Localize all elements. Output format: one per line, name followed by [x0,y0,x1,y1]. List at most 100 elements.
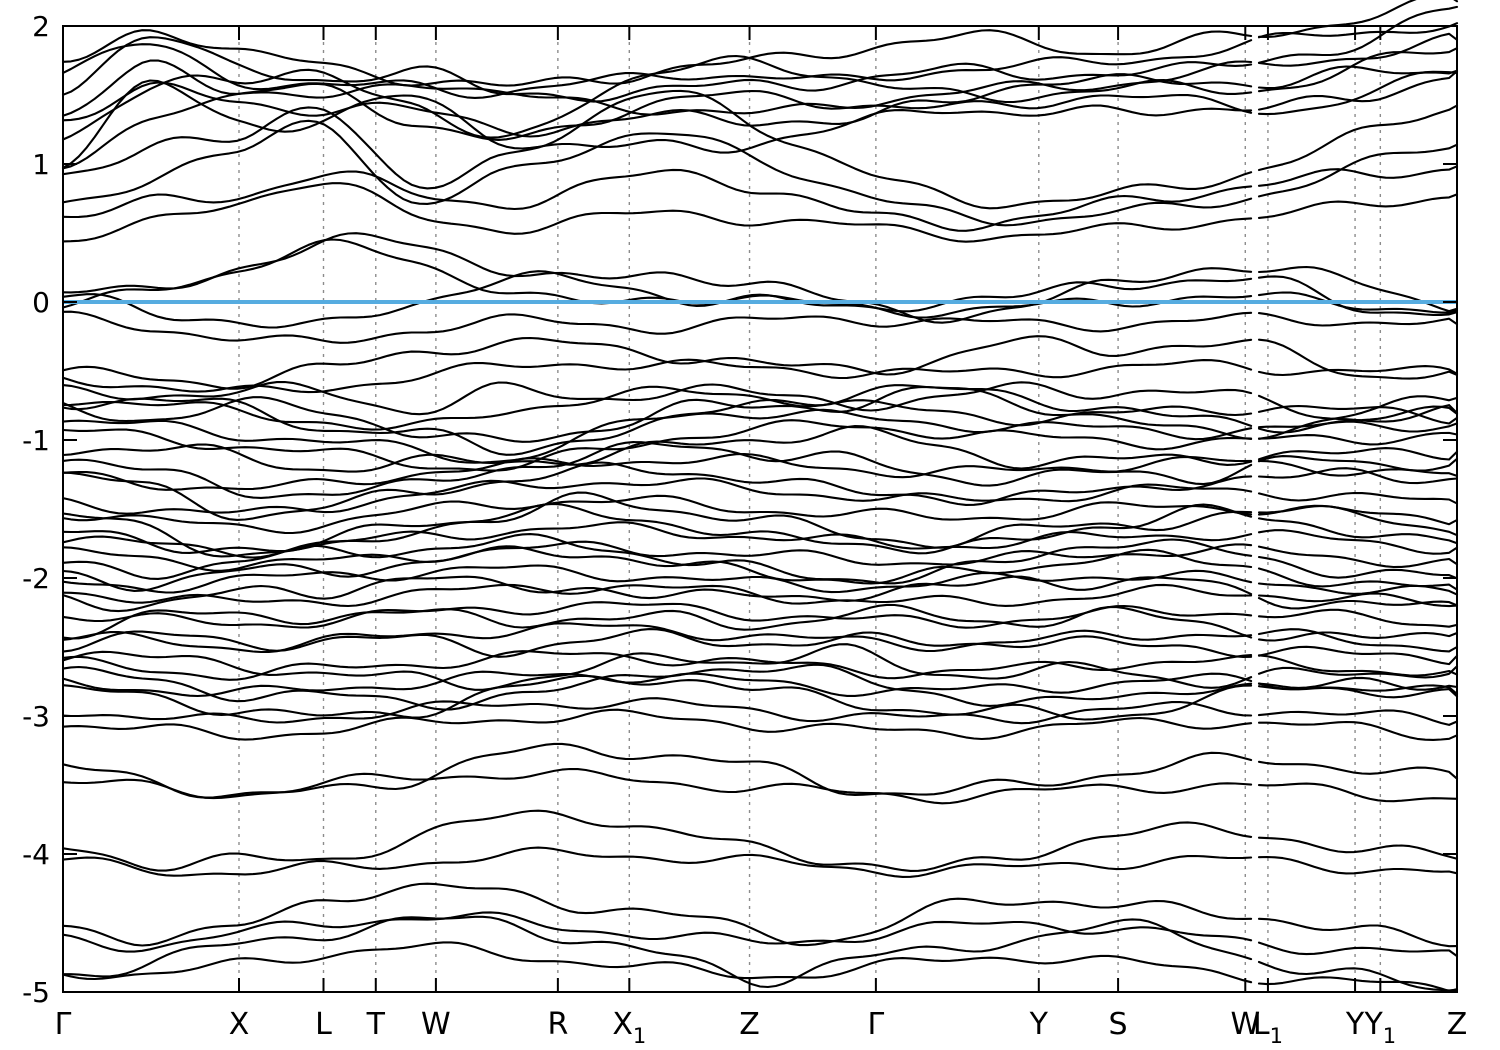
band-curve [1257,665,1459,679]
band-curve [61,270,1253,329]
band-curve [61,385,1253,443]
band-curve [1257,836,1459,860]
band-curve [1257,275,1459,316]
band-curve [1257,645,1459,666]
band-curve [1257,291,1459,314]
band-curve [1257,312,1459,327]
band-curve [61,708,1253,741]
band-curve [61,452,1253,491]
band-curve [1257,597,1459,610]
band-curve [1257,365,1459,377]
band-curve [61,533,1253,585]
xtick-label-W: W [421,1007,451,1042]
ytick-label: -5 [22,976,50,1009]
band-curve [1257,32,1459,67]
band-curve [61,882,1253,947]
band-curve [61,742,1253,799]
band-curve [61,521,1253,559]
band-curve [1257,504,1459,537]
band-curve [1257,855,1459,875]
band-curve [1257,631,1459,642]
tick-labels-group: 210-1-2-3-4-5Γ X L T W R X1 Z Γ Y S WL1 Y Y1 Z [22,10,1467,1048]
xtick-label-W: W [1230,1007,1260,1042]
xtick-label-R: R [547,1007,568,1042]
band-curve [61,603,1253,640]
band-curve [1257,420,1459,433]
band-curve [1257,917,1459,948]
band-curve [61,494,1253,535]
band-curve [61,809,1253,872]
xtick-label-Z: Z [739,1007,760,1042]
band-curve [61,941,1253,984]
band-curve [1257,491,1459,505]
band-curve [61,583,1253,608]
band-curve [1257,608,1459,628]
band-curve [61,441,1253,499]
xtick-label-Z: Z [1447,1007,1468,1042]
band-curve [1257,555,1459,580]
band-curve [1257,628,1459,653]
band-curve [1257,529,1459,555]
band-curve [1257,709,1459,726]
band-curve [61,425,1253,473]
xtick-label-T: T [366,1007,386,1042]
ytick-label: -1 [22,424,50,457]
band-curve [61,697,1253,725]
band-curve [1257,405,1459,434]
band-curve [61,767,1253,805]
band-curve [61,89,1253,210]
band-curve [1257,676,1459,691]
band-curve [61,491,1253,558]
band-curve [61,384,1253,456]
band-curve [1257,545,1459,569]
band-curve [1257,941,1459,958]
band-curve [1257,960,1459,992]
band-curve [1257,760,1459,780]
band-curve [61,643,1253,691]
ytick-label: -3 [22,700,50,733]
xtick-label-: Γ [55,1007,72,1042]
plot-frame [62,25,1458,993]
band-curve [61,564,1253,594]
band-curve [1257,459,1459,477]
band-curve [1257,685,1459,699]
xtick-label-Y: Y [1345,1007,1365,1042]
ytick-label: 0 [32,286,50,319]
xtick-label-Y: Y [1029,1007,1049,1042]
xtick-label-S: S [1109,1007,1128,1042]
band-curve [1257,455,1459,472]
band-curve [61,502,1253,555]
band-curve [61,335,1253,390]
band-curve [61,59,1253,117]
band-curve [1257,5,1459,64]
band-curve [1257,395,1459,440]
axis-frame-group [62,25,1458,993]
band-curve [1257,976,1459,993]
band-curve [1257,65,1459,90]
xtick-label-L: L1 [1253,1007,1283,1048]
band-curve [61,238,1253,319]
band-curve [1257,143,1459,198]
band-curve [61,408,1253,464]
xtick-label-Y: Y1 [1363,1007,1396,1048]
band-curve [61,385,1253,431]
band-curve [61,575,1253,613]
band-curve [61,380,1253,416]
band-curve [61,601,1253,629]
band-curve [61,36,1253,103]
band-curve [1257,47,1459,93]
band-curve [61,182,1253,243]
ytick-label: 1 [32,148,50,181]
band-curve [1257,654,1459,677]
band-curve [1257,404,1459,425]
band-curve [1257,517,1459,545]
band-curve [61,477,1253,515]
band-curve [61,461,1253,521]
band-curve [61,628,1253,659]
band-curve [1257,592,1459,608]
band-curve [1257,567,1459,591]
band-curve [61,846,1253,878]
bands-group [61,0,1459,993]
